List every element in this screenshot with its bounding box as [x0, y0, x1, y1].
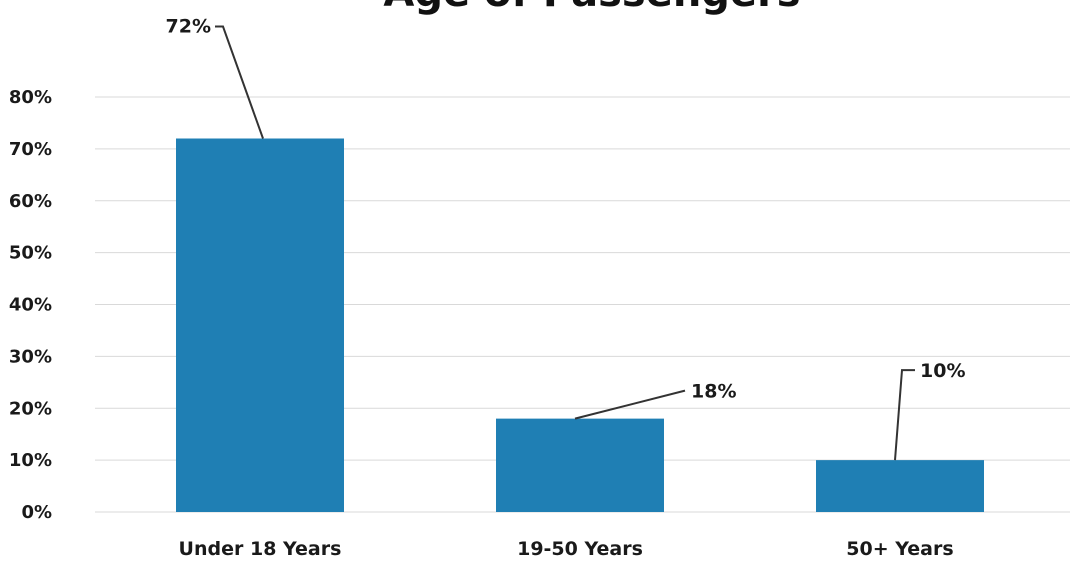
bar: [176, 138, 344, 512]
data-label-leader-line: [574, 389, 686, 420]
y-tick-label: 60%: [9, 191, 52, 212]
data-label-leaders: [215, 25, 915, 461]
y-tick-label: 0%: [21, 502, 52, 523]
x-category-label: 19-50 Years: [517, 538, 643, 560]
x-axis-category-labels: Under 18 Years 19-50 Years 50+ Years: [179, 538, 954, 560]
y-axis-tick-labels: 0% 10% 20% 30% 40% 50% 60% 70% 80%: [9, 87, 52, 523]
y-tick-label: 50%: [9, 243, 52, 264]
y-tick-label: 10%: [9, 450, 52, 471]
data-label: 72%: [166, 16, 211, 38]
y-tick-label: 20%: [9, 398, 52, 419]
y-tick-label: 40%: [9, 295, 52, 316]
x-category-label: 50+ Years: [846, 538, 953, 560]
x-category-label: Under 18 Years: [179, 538, 342, 560]
bar: [816, 460, 984, 512]
data-label: 10%: [920, 360, 965, 382]
bar: [496, 418, 664, 512]
chart-title: Age of Passengers: [383, 0, 800, 16]
y-tick-label: 80%: [9, 87, 52, 108]
data-label: 18%: [691, 381, 736, 403]
data-label-leader-line: [894, 369, 915, 461]
bars: [176, 138, 984, 512]
y-tick-label: 30%: [9, 346, 52, 367]
data-label-leader-line: [215, 25, 264, 139]
y-tick-label: 70%: [9, 139, 52, 160]
data-labels: 72% 18% 10%: [166, 16, 966, 403]
